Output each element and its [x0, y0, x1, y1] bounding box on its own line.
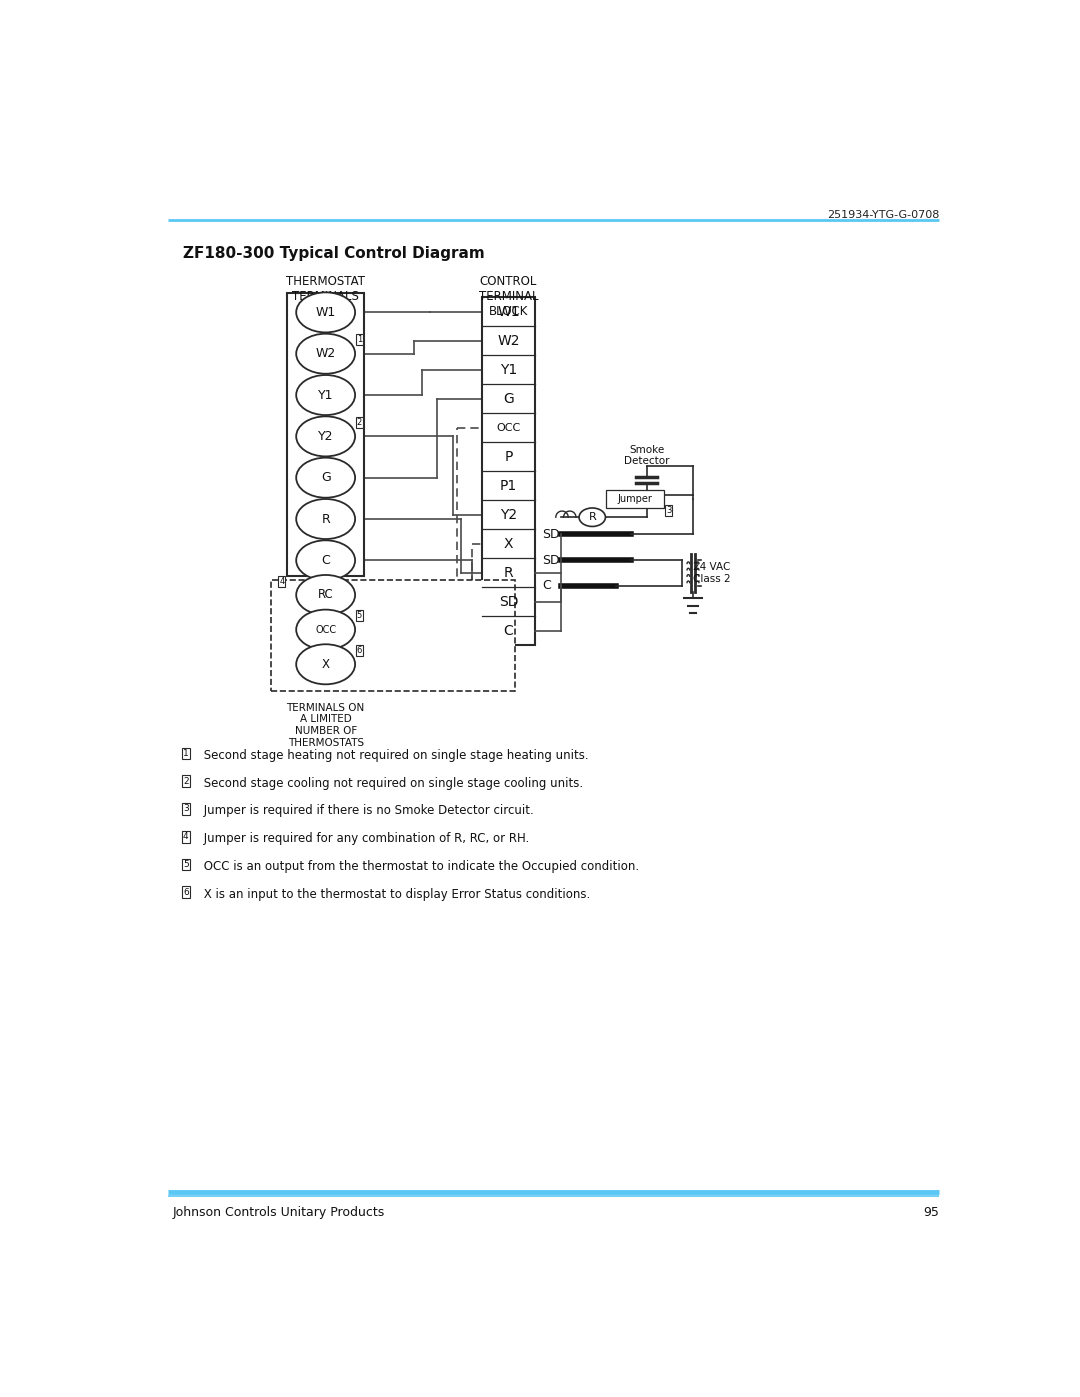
Text: 95: 95 — [923, 1206, 940, 1218]
Text: P1: P1 — [500, 479, 517, 493]
Text: TERMINALS ON
A LIMITED
NUMBER OF
THERMOSTATS: TERMINALS ON A LIMITED NUMBER OF THERMOS… — [286, 703, 365, 747]
Ellipse shape — [296, 334, 355, 374]
Text: SD: SD — [499, 595, 518, 609]
Text: Y2: Y2 — [500, 507, 517, 521]
Text: 4: 4 — [183, 833, 189, 841]
Text: W2: W2 — [315, 348, 336, 360]
Bar — [606, 489, 664, 509]
Text: R: R — [589, 513, 596, 522]
Text: 6: 6 — [356, 645, 362, 655]
Text: W1: W1 — [497, 305, 519, 319]
Text: 1: 1 — [356, 335, 362, 344]
Ellipse shape — [296, 292, 355, 332]
Text: 5: 5 — [356, 610, 362, 620]
Text: 3: 3 — [183, 805, 189, 813]
Text: C: C — [503, 623, 513, 637]
Text: 5: 5 — [183, 861, 189, 869]
Text: Smoke
Detector: Smoke Detector — [624, 444, 670, 467]
Ellipse shape — [296, 541, 355, 580]
Text: C: C — [542, 580, 551, 592]
Text: 4: 4 — [279, 577, 284, 585]
Text: R: R — [321, 513, 330, 525]
Text: W1: W1 — [315, 306, 336, 319]
Ellipse shape — [296, 499, 355, 539]
Text: 6: 6 — [183, 887, 189, 897]
Text: X is an input to the thermostat to display Error Status conditions.: X is an input to the thermostat to displ… — [200, 887, 591, 901]
Text: Y1: Y1 — [500, 362, 517, 377]
Text: ZF180-300 Typical Control Diagram: ZF180-300 Typical Control Diagram — [183, 246, 485, 261]
Text: 2: 2 — [356, 418, 362, 427]
Text: 251934-YTG-G-0708: 251934-YTG-G-0708 — [827, 210, 940, 219]
Text: G: G — [503, 391, 514, 405]
Text: Y1: Y1 — [318, 388, 334, 401]
Text: SD: SD — [542, 553, 559, 567]
Text: X: X — [322, 658, 329, 671]
Text: 3: 3 — [666, 507, 672, 515]
Text: OCC is an output from the thermostat to indicate the Occupied condition.: OCC is an output from the thermostat to … — [200, 861, 639, 873]
Ellipse shape — [579, 509, 606, 527]
Text: 1: 1 — [183, 749, 189, 759]
Ellipse shape — [296, 609, 355, 650]
Text: OCC: OCC — [315, 624, 336, 634]
Ellipse shape — [296, 458, 355, 497]
Text: 24 VAC
Class 2: 24 VAC Class 2 — [693, 562, 731, 584]
Text: CONTROL
TERMINAL
BLOCK: CONTROL TERMINAL BLOCK — [478, 275, 538, 319]
Bar — [271, 580, 515, 692]
Text: Y2: Y2 — [318, 430, 334, 443]
Text: Jumper: Jumper — [618, 493, 652, 504]
Ellipse shape — [296, 416, 355, 457]
Text: Johnson Controls Unitary Products: Johnson Controls Unitary Products — [172, 1206, 384, 1218]
Text: R: R — [503, 566, 513, 580]
Text: Jumper is required if there is no Smoke Detector circuit.: Jumper is required if there is no Smoke … — [200, 805, 534, 817]
Bar — [482, 298, 535, 645]
Text: Jumper is required for any combination of R, RC, or RH.: Jumper is required for any combination o… — [200, 833, 529, 845]
Text: 2: 2 — [183, 777, 189, 785]
Text: OCC: OCC — [497, 422, 521, 433]
Text: X: X — [503, 536, 513, 550]
Text: RC: RC — [318, 588, 334, 602]
Text: Second stage cooling not required on single stage cooling units.: Second stage cooling not required on sin… — [200, 777, 583, 789]
Ellipse shape — [296, 644, 355, 685]
Text: SD: SD — [542, 528, 559, 541]
Text: W2: W2 — [497, 334, 519, 348]
Ellipse shape — [296, 374, 355, 415]
Text: Second stage heating not required on single stage heating units.: Second stage heating not required on sin… — [200, 749, 589, 761]
Bar — [287, 293, 364, 576]
Text: G: G — [321, 471, 330, 485]
Text: P: P — [504, 450, 513, 464]
Ellipse shape — [296, 576, 355, 615]
Text: THERMOSTAT
TERMINALS: THERMOSTAT TERMINALS — [286, 275, 365, 303]
Text: C: C — [321, 553, 330, 567]
